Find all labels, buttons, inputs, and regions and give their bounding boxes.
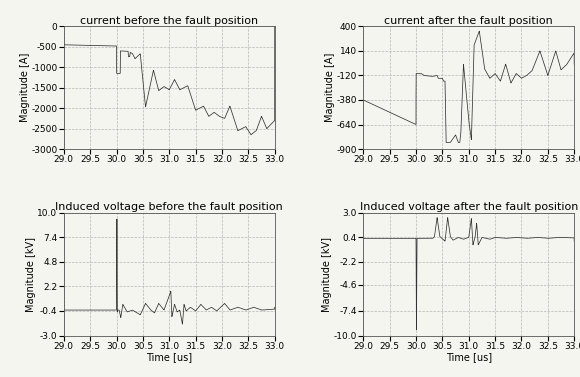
Y-axis label: Magnitude [kV]: Magnitude [kV] <box>322 237 332 312</box>
X-axis label: Time [us]: Time [us] <box>146 352 193 362</box>
Title: current before the fault position: current before the fault position <box>80 15 258 26</box>
Title: Induced voltage before the fault position: Induced voltage before the fault positio… <box>55 202 283 212</box>
Y-axis label: Magnitude [kV]: Magnitude [kV] <box>26 237 36 312</box>
Y-axis label: Magnitude [A]: Magnitude [A] <box>20 53 30 123</box>
Title: Induced voltage after the fault position: Induced voltage after the fault position <box>360 202 578 212</box>
X-axis label: Time [us]: Time [us] <box>445 352 492 362</box>
Y-axis label: Magnitude [A]: Magnitude [A] <box>325 53 335 123</box>
Title: current after the fault position: current after the fault position <box>385 15 553 26</box>
